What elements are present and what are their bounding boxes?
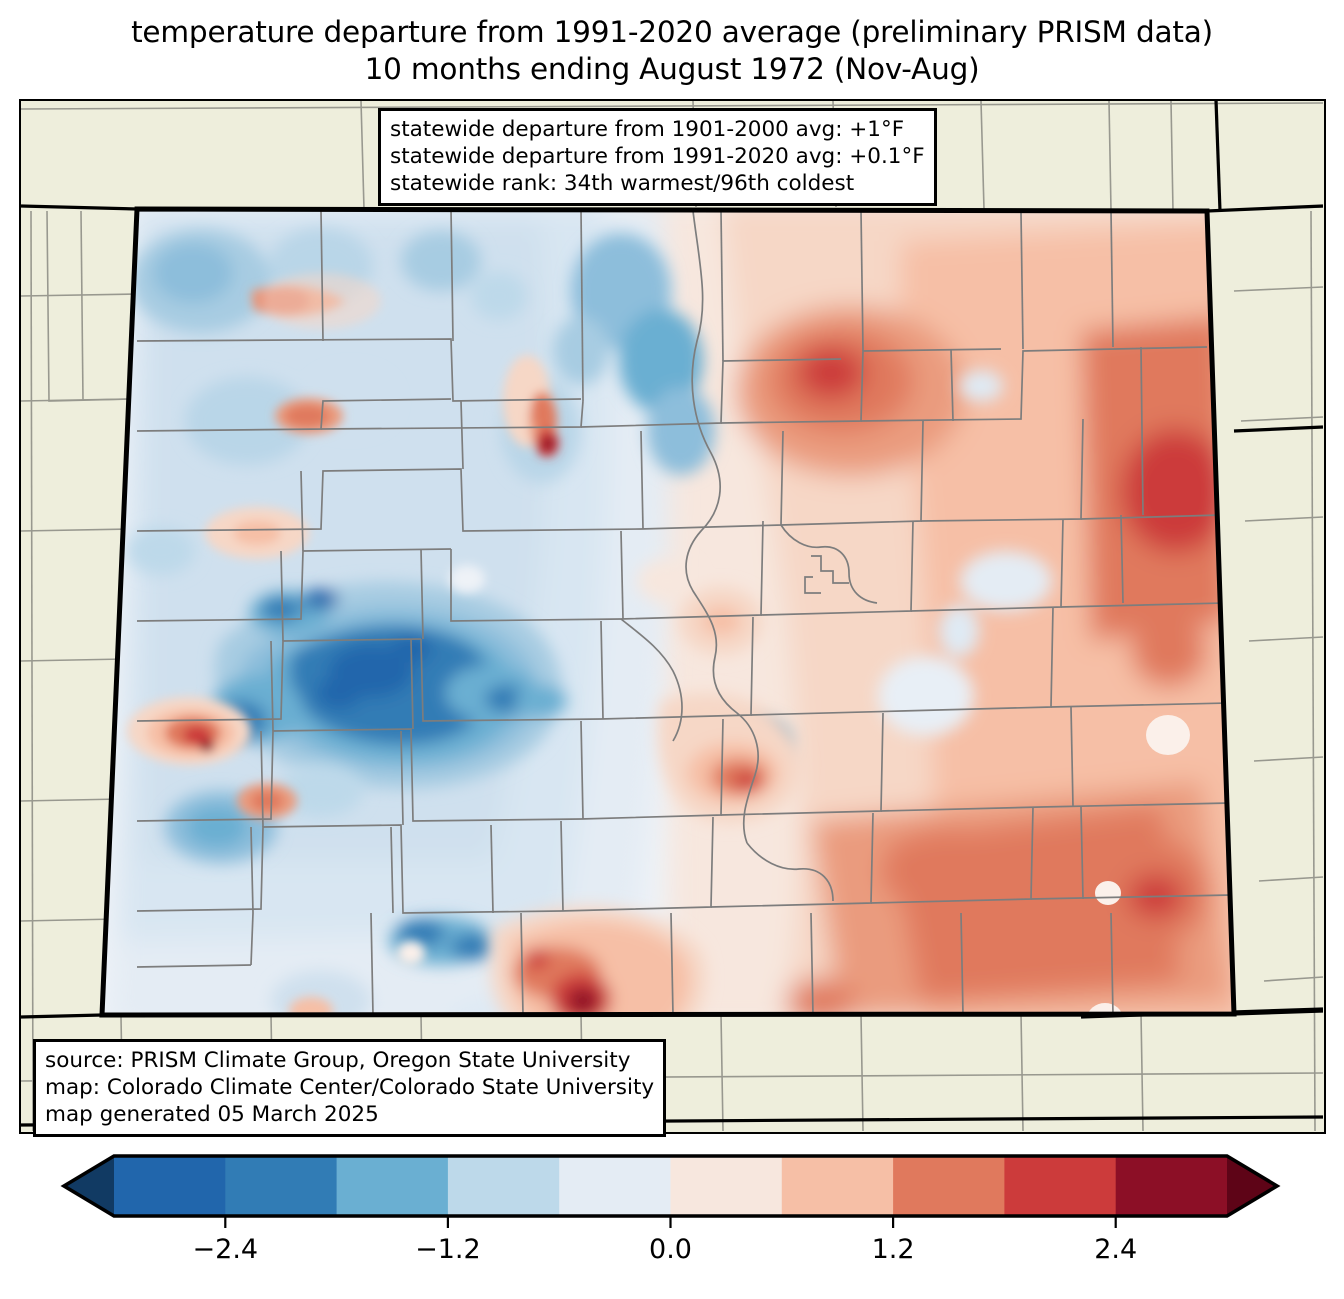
- colorbar-band: [114, 1156, 226, 1216]
- colorbar-band: [1004, 1156, 1117, 1216]
- stats-line-departure-1991-2020: statewide departure from 1991-2020 avg: …: [390, 144, 925, 170]
- colorbar-tick-label: −1.2: [415, 1234, 481, 1260]
- colorbar-tick-label: 0.0: [649, 1234, 692, 1260]
- colorbar-under-arrow: [64, 1156, 114, 1216]
- temperature-anomaly-field: [102, 209, 1234, 1015]
- stats-line-departure-1901-2000: statewide departure from 1901-2000 avg: …: [390, 117, 905, 142]
- colorbar-band: [225, 1156, 338, 1216]
- title-line-2: 10 months ending August 1972 (Nov-Aug): [364, 51, 980, 86]
- colorbar-tick-label: 1.2: [872, 1234, 915, 1260]
- statewide-stats-box: statewide departure from 1901-2000 avg: …: [378, 108, 937, 207]
- colorbar-tick-label: −2.4: [193, 1234, 259, 1260]
- colorado-state-border: [99, 206, 1237, 1018]
- colorbar-band: [336, 1156, 449, 1216]
- colorbar-over-arrow: [1227, 1156, 1277, 1216]
- colorbar: −2.4−1.20.01.22.4 temperature departure …: [0, 1140, 1344, 1299]
- colorado-temperature-map: [21, 101, 1323, 1131]
- colorbar-band: [893, 1156, 1005, 1216]
- colorbar-band: [447, 1156, 560, 1216]
- colorbar-ticks: −2.4 −1.2 0.0 1.2 2.4: [193, 1216, 1137, 1260]
- colorbar-tick-label: 2.4: [1094, 1234, 1137, 1260]
- colorbar-outline: [60, 1154, 1281, 1218]
- colorbar-band: [1115, 1156, 1228, 1216]
- colorbar-band: [559, 1156, 672, 1216]
- colorbar-bands: [114, 1156, 1228, 1216]
- map-frame: [19, 99, 1326, 1134]
- colorbar-band: [670, 1156, 783, 1216]
- source-line-map: map: Colorado Climate Center/Colorado St…: [45, 1075, 655, 1101]
- colorbar-band: [781, 1156, 894, 1216]
- source-credits-box: source: PRISM Climate Group, Oregon Stat…: [33, 1039, 667, 1138]
- title-line-1: temperature departure from 1991-2020 ave…: [131, 15, 1213, 49]
- stats-line-rank: statewide rank: 34th warmest/96th coldes…: [390, 171, 855, 197]
- page-title: temperature departure from 1991-2020 ave…: [0, 14, 1344, 87]
- source-line-data: source: PRISM Climate Group, Oregon Stat…: [45, 1048, 631, 1073]
- colorbar-extend-arrows: [64, 1156, 1277, 1216]
- source-line-generated: map generated 05 March 2025: [45, 1102, 379, 1128]
